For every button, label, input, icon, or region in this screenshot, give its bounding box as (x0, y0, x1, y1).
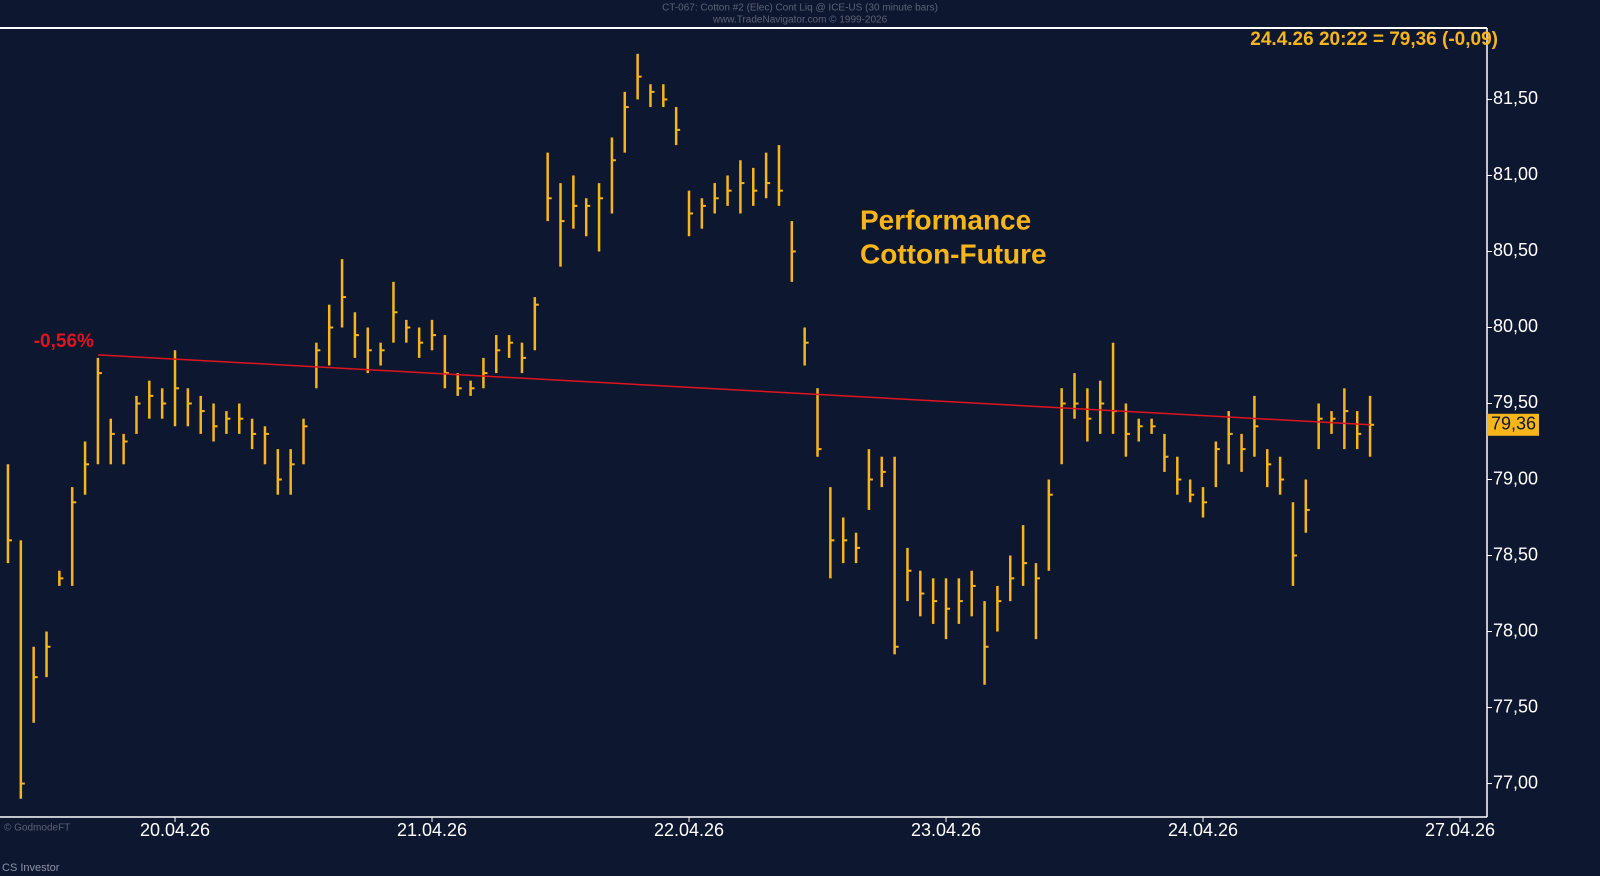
x-tick-label: 27.04.26 (1425, 820, 1495, 840)
x-tick-label: 24.04.26 (1168, 820, 1238, 840)
annotation: Cotton-Future (860, 238, 1047, 269)
watermark: © GodmodeFT (4, 823, 70, 834)
last-price-label: 79,36 (1491, 414, 1536, 434)
y-tick-label: 78,50 (1493, 544, 1538, 564)
footer: CS Investor (2, 862, 60, 874)
y-tick-label: 79,00 (1493, 468, 1538, 488)
chart-title: CT-067: Cotton #2 (Elec) Cont Liq @ ICE-… (662, 3, 938, 14)
y-tick-label: 78,00 (1493, 620, 1538, 640)
x-tick-label: 21.04.26 (397, 820, 467, 840)
y-tick-label: 81,00 (1493, 164, 1538, 184)
y-tick-label: 77,00 (1493, 772, 1538, 792)
x-tick-label: 20.04.26 (140, 820, 210, 840)
trend-line (97, 354, 1371, 426)
x-tick-label: 23.04.26 (911, 820, 981, 840)
y-tick-label: 80,00 (1493, 316, 1538, 336)
chart-subtitle: www.TradeNavigator.com © 1999-2026 (712, 15, 888, 26)
trend-label: -0,56% (34, 331, 94, 352)
y-tick-label: 81,50 (1493, 88, 1538, 108)
y-tick-label: 79,50 (1493, 392, 1538, 412)
y-tick-label: 77,50 (1493, 696, 1538, 716)
status-text: 24.4.26 20:22 = 79,36 (-0,09) (1250, 29, 1498, 50)
annotation: Performance (860, 204, 1031, 235)
y-tick-label: 80,50 (1493, 240, 1538, 260)
x-tick-label: 22.04.26 (654, 820, 724, 840)
last-price-box (1487, 413, 1539, 436)
